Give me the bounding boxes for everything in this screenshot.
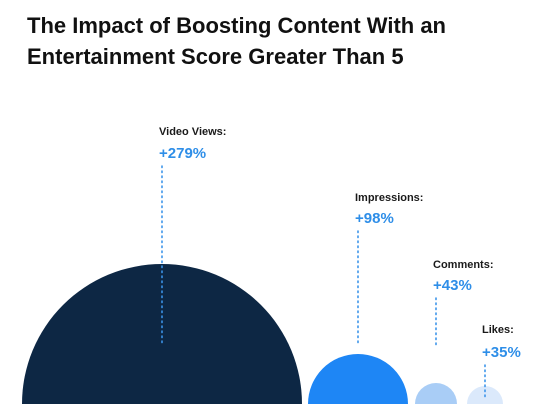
value-label: +279% <box>159 145 206 162</box>
category-label: Comments: <box>433 259 494 271</box>
chart-title-line-2: Entertainment Score Greater Than 5 <box>27 44 404 69</box>
category-label: Video Views: <box>159 126 226 138</box>
bubble-1 <box>22 264 302 404</box>
chart-title-line-1: The Impact of Boosting Content With an <box>27 13 446 38</box>
category-label: Impressions: <box>355 192 423 204</box>
value-label: +35% <box>482 344 521 361</box>
value-label: +43% <box>433 277 472 294</box>
category-label: Likes: <box>482 324 514 336</box>
bubble-2 <box>308 354 408 404</box>
bubble-3 <box>415 383 457 404</box>
chart-title: The Impact of Boosting Content With an E… <box>27 10 507 72</box>
value-label: +98% <box>355 210 394 227</box>
